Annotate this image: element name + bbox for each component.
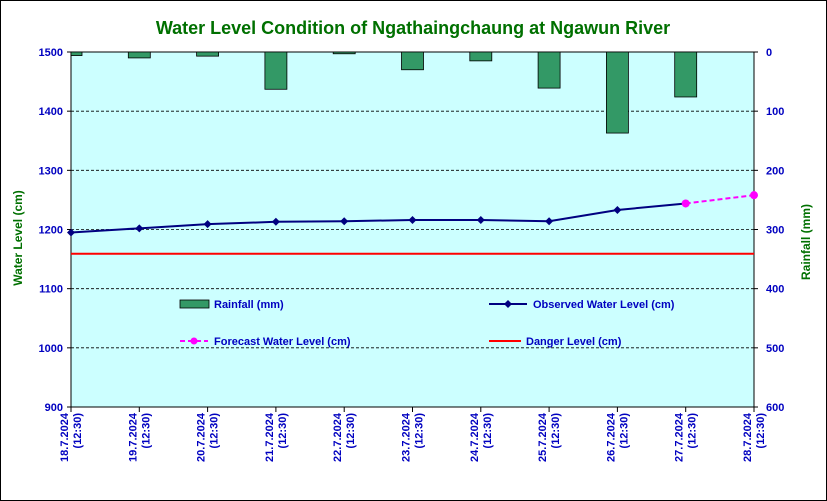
observed-marker (408, 216, 417, 225)
right-tick-label: 500 (766, 343, 784, 355)
left-tick-label: 1200 (39, 225, 63, 237)
observed-line (70, 202, 686, 234)
x-tick-label: 22.7.2024(12:30) (332, 412, 357, 462)
observed-marker (271, 217, 280, 226)
x-tick-label: 26.7.2024(12:30) (605, 412, 630, 462)
x-axis-ticks: 18.7.2024(12:30) 19.7.2024(12:30) 20.7.202… (59, 407, 767, 462)
observed-marker (135, 224, 144, 233)
rainfall-bar (674, 51, 698, 98)
legend-item-forecast: Forecast Water Level (cm) (180, 336, 351, 348)
right-tick-label: 600 (766, 402, 784, 414)
legend-swatch-rainfall (179, 299, 210, 309)
x-tick-label: 23.7.2024(12:30) (401, 412, 426, 462)
right-axis-title: Rainfall (mm) (799, 204, 813, 280)
right-tick-label: 100 (766, 106, 784, 118)
observed-marker (203, 220, 212, 229)
legend-label-forecast: Forecast Water Level (cm) (214, 336, 351, 348)
legend-marker-forecast (190, 337, 198, 345)
legend-item-observed: Observed Water Level (cm) (489, 299, 675, 311)
right-tick-label: 300 (766, 225, 784, 237)
legend-label-danger: Danger Level (cm) (526, 336, 622, 348)
observed-marker (476, 216, 485, 225)
rainfall-bar (537, 51, 561, 89)
forecast-marker (750, 191, 758, 200)
forecast-line (685, 194, 755, 205)
observed-marker (67, 228, 75, 237)
gridlines (71, 110, 754, 349)
right-tick-label: 400 (766, 284, 784, 296)
legend-label-observed: Observed Water Level (cm) (533, 299, 675, 311)
observed-marker (613, 205, 622, 214)
left-tick-label: 1300 (39, 165, 63, 177)
observed-water-level-series (67, 199, 690, 237)
left-axis-ticks: 1500 1400 1300 1200 1100 1000 900 (39, 47, 71, 414)
legend-label-rainfall: Rainfall (mm) (214, 299, 284, 311)
rainfall-bar (401, 51, 424, 71)
x-tick-label: 24.7.2024(12:30) (469, 412, 494, 462)
rainfall-bar (196, 51, 220, 57)
x-tick-label: 19.7.2024(12:30) (127, 412, 152, 462)
left-tick-label: 1500 (39, 47, 63, 59)
rainfall-bars (70, 51, 698, 134)
rainfall-bar (332, 51, 356, 55)
x-tick-label: 27.7.2024(12:30) (674, 412, 699, 462)
right-tick-label: 200 (766, 165, 784, 177)
left-axis-title: Water Level (cm) (11, 190, 25, 286)
x-tick-label: 25.7.2024(12:30) (537, 412, 562, 462)
x-tick-label: 28.7.2024(12:30) (742, 412, 767, 462)
x-tick-label: 20.7.2024(12:30) (196, 412, 221, 462)
left-tick-label: 1400 (39, 106, 63, 118)
right-axis-ticks: 0 100 200 300 400 500 600 (754, 47, 784, 414)
x-tick-label: 18.7.2024(12:30) (59, 412, 84, 462)
rainfall-bar (469, 51, 493, 62)
left-tick-label: 900 (45, 402, 63, 414)
chart-title: Water Level Condition of Ngathaingchaung… (156, 18, 670, 38)
rainfall-bar (264, 51, 288, 90)
observed-marker (340, 217, 349, 226)
forecast-marker (681, 199, 690, 208)
legend-item-rainfall: Rainfall (mm) (179, 299, 284, 311)
left-tick-label: 1100 (39, 284, 63, 296)
rainfall-bar (127, 51, 151, 59)
rainfall-bar (606, 51, 629, 134)
x-tick-label: 21.7.2024(12:30) (264, 412, 289, 462)
right-tick-label: 0 (766, 47, 772, 59)
observed-marker (545, 217, 554, 226)
left-tick-label: 1000 (39, 343, 63, 355)
legend-marker-observed (504, 300, 512, 308)
legend-item-danger: Danger Level (cm) (489, 336, 622, 348)
legend: Rainfall (mm) Observed Water Level (cm) … (179, 299, 675, 348)
forecast-water-level-series (681, 191, 758, 208)
rainfall-bar (70, 51, 83, 56)
